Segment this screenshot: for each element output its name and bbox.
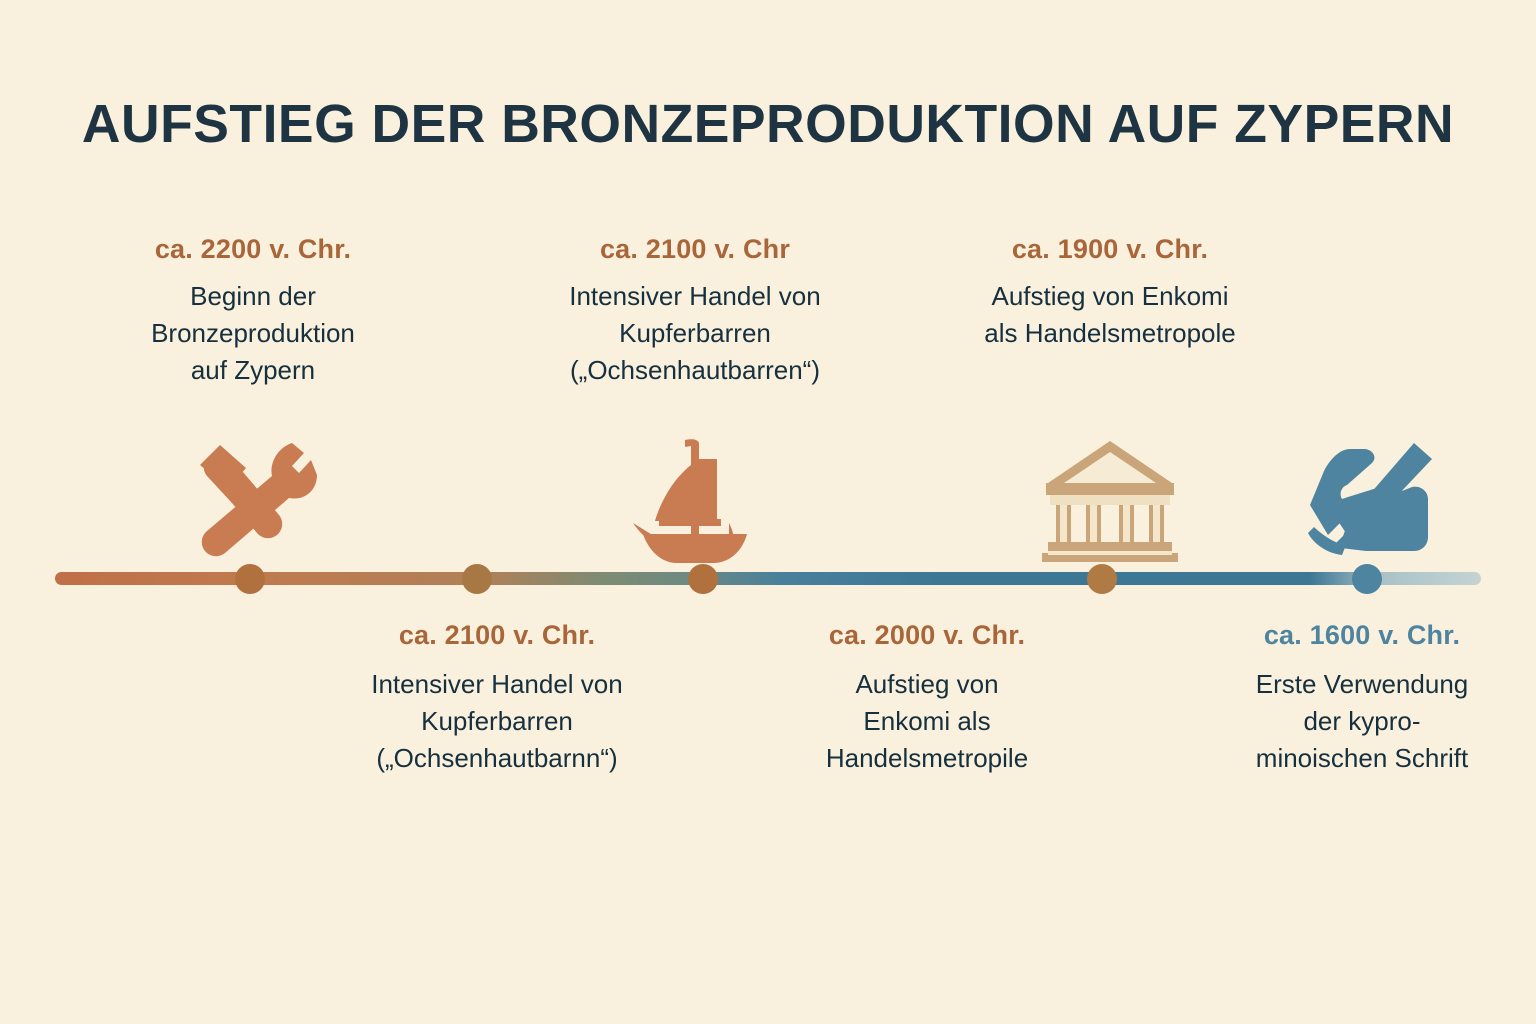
timeline-axis [55,572,1481,585]
timeline-entry-2100-below: ca. 2100 v. Chr. Intensiver Handel von K… [277,618,717,777]
timeline-entry-1900: ca. 1900 v. Chr. Aufstieg von Enkomi als… [895,232,1325,352]
entry-description: Intensiver Handel von Kupferbarren („Och… [569,281,821,385]
sailing-ship-icon [629,437,761,572]
classical-temple-icon [1040,439,1180,569]
entry-description: Beginn der Bronzeproduktion auf Zypern [151,281,355,385]
entry-date: ca. 1900 v. Chr. [1011,234,1209,264]
timeline-dot-2100[interactable] [462,564,492,594]
hammer-wrench-icon [188,437,318,567]
timeline-dot-1600[interactable] [1352,564,1382,594]
entry-date: ca. 2100 v. Chr. [398,620,596,650]
entry-date: ca. 2200 v. Chr. [154,234,352,264]
timeline-entry-2000-below: ca. 2000 v. Chr. Aufstieg von Enkomi als… [747,618,1107,777]
timeline-dot-1900[interactable] [1087,564,1117,594]
entry-description: Aufstieg von Enkomi als Handelsmetropole [984,281,1236,348]
entry-description: Aufstieg von Enkomi als Handelsmetropile [825,669,1029,773]
timeline-dot-2200[interactable] [235,564,265,594]
timeline-entry-1600-below: ca. 1600 v. Chr. Erste Verwendung der ky… [1182,618,1536,777]
entry-description: Intensiver Handel von Kupferbarren („Och… [371,669,623,773]
entry-date: ca. 2000 v. Chr. [828,620,1026,650]
timeline-dot-2000[interactable] [688,564,718,594]
entry-date: ca. 1600 v. Chr. [1263,620,1461,650]
writing-hand-icon [1306,439,1438,569]
entry-description: Erste Verwendung der kypro- minoischen S… [1255,669,1469,773]
timeline-entry-2100-above: ca. 2100 v. Chr Intensiver Handel von Ku… [480,232,910,389]
timeline-entry-2200: ca. 2200 v. Chr. Beginn der Bronzeproduk… [63,232,443,389]
page-title: AUFSTIEG DER BRONZEPRODUKTION AUF ZYPERN [81,94,1455,155]
entry-date: ca. 2100 v. Chr [599,234,791,264]
